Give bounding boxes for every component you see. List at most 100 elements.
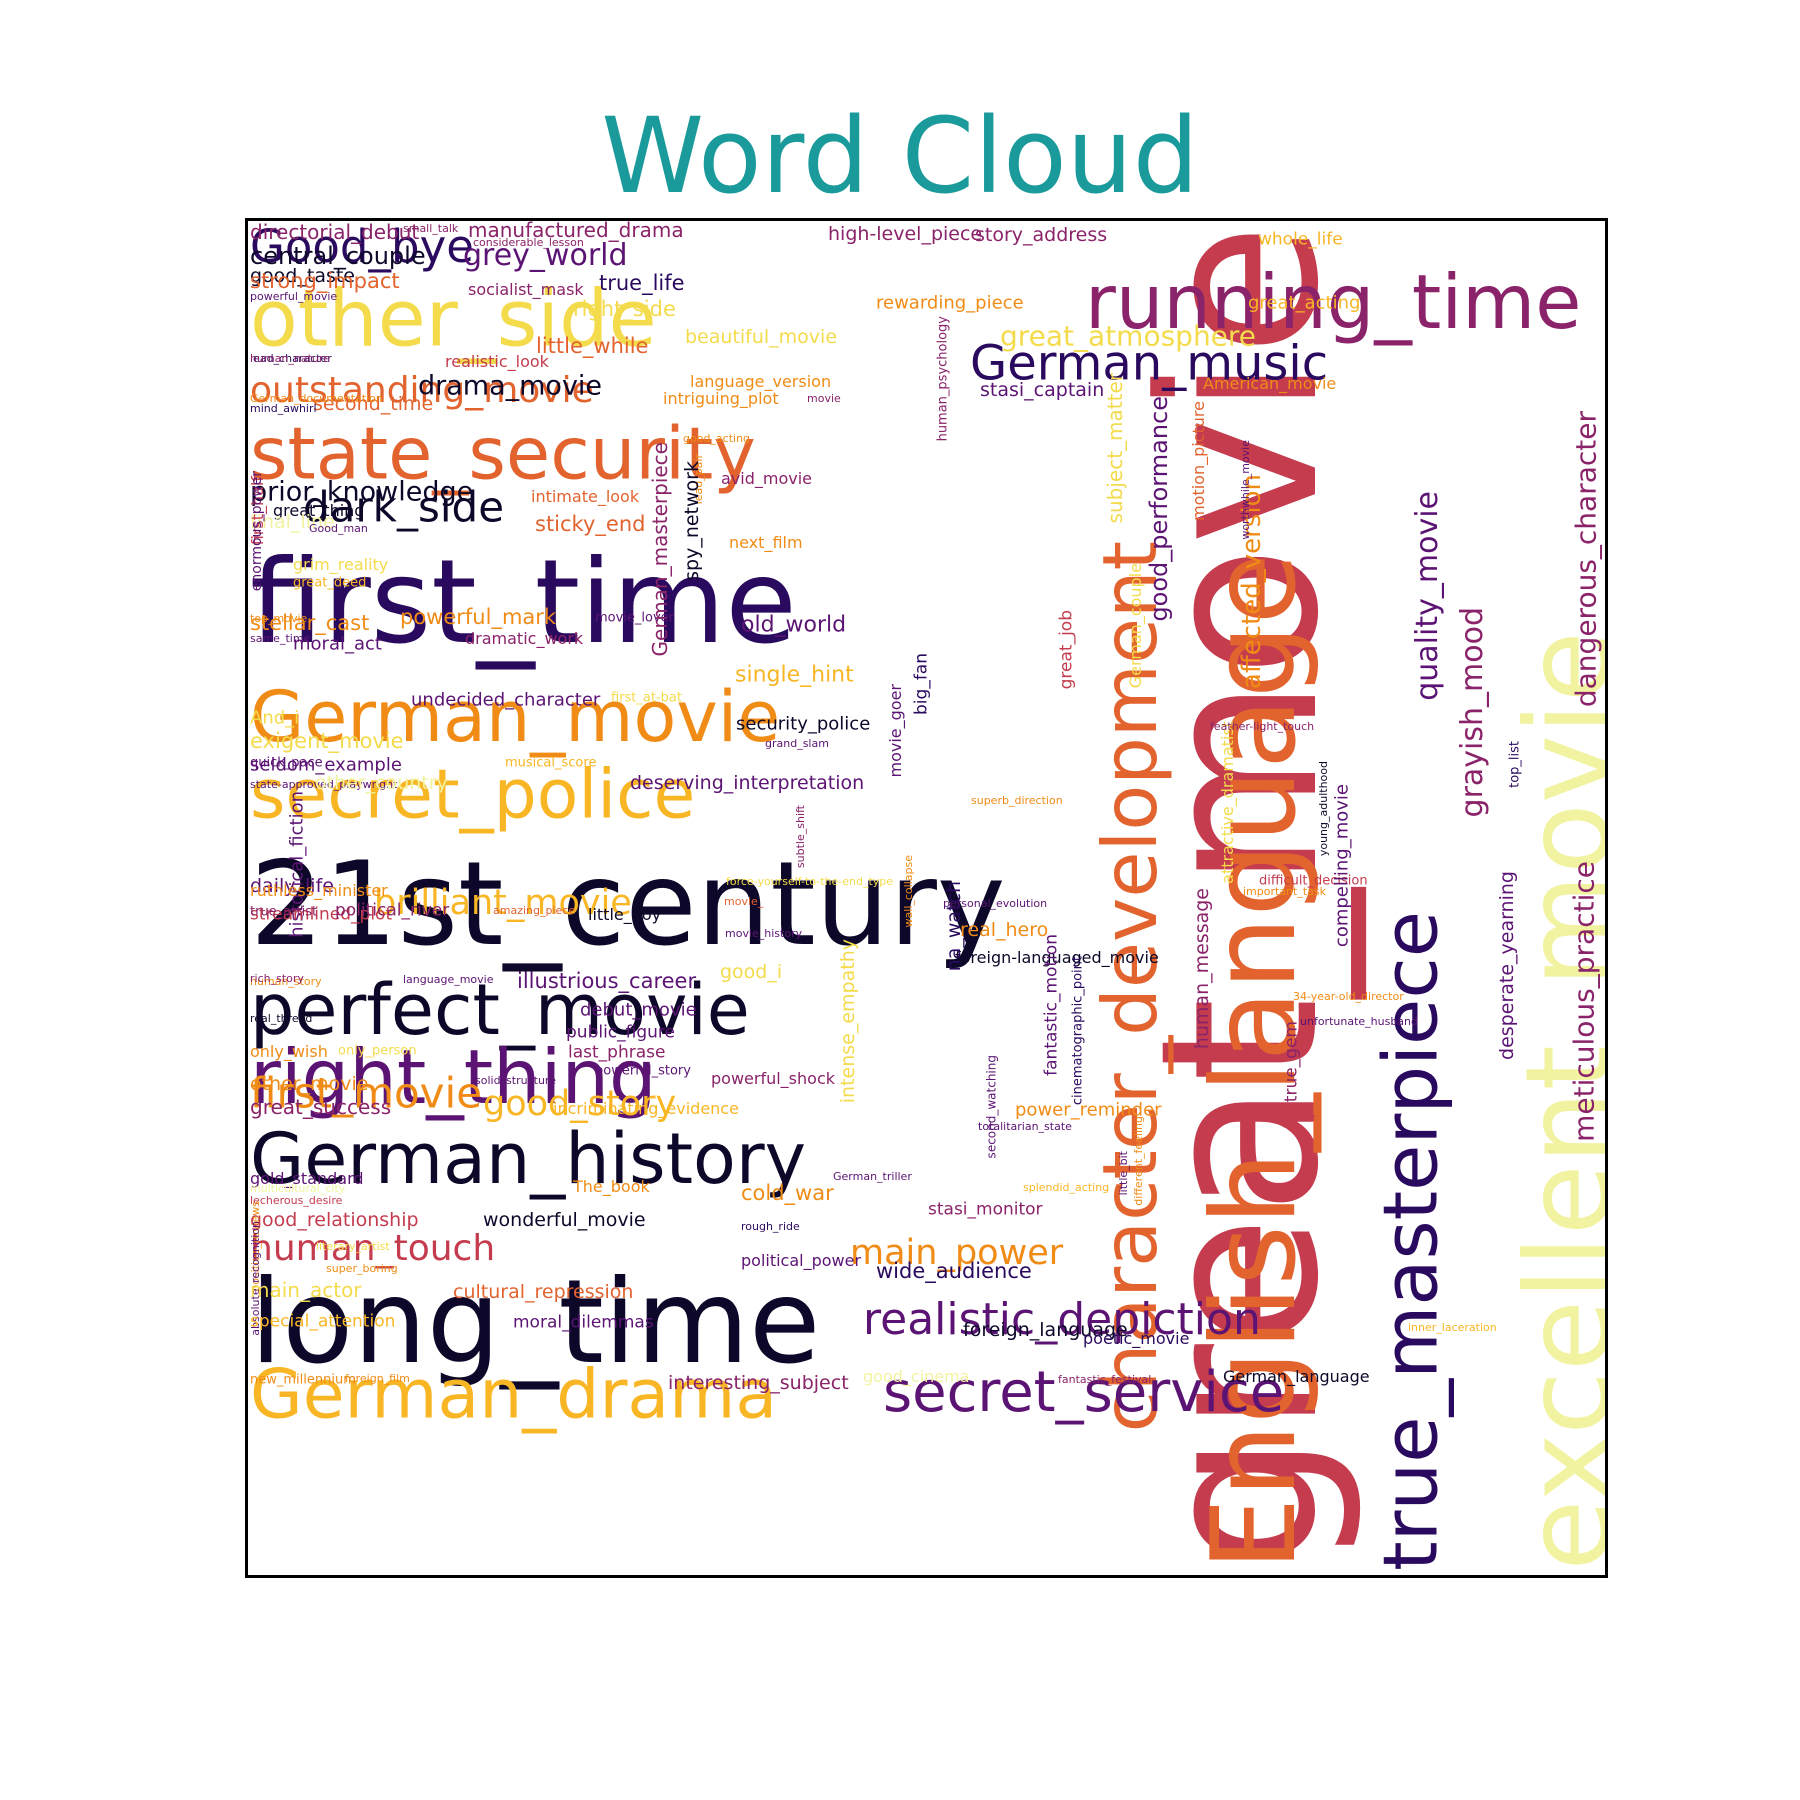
word-great-success: great_success (250, 1095, 391, 1119)
word-incriminating-evidence: incriminating_evidence (553, 1099, 739, 1119)
word-movie: movie_ (724, 895, 764, 908)
word-main-actor: main_actor (250, 1278, 362, 1302)
word-top-movie: top_movie (250, 612, 308, 625)
word-realistic-depiction: realistic_depiction (863, 1294, 1261, 1345)
word-special-attention: special_attention (250, 1312, 395, 1332)
word-exigent-movie: exigent_movie (250, 729, 404, 754)
word-outstanding-movie: outstanding_movie (250, 370, 594, 411)
word-undecided-character: undecided_character (411, 689, 601, 710)
word-other-side: other_side (250, 274, 657, 364)
word-secret-service: secret_service (883, 1360, 1284, 1425)
word-cloud-frame: great_movie excellent_movie English_langua… (245, 218, 1608, 1578)
word-great-atmosphere: great_atmosphere (1000, 319, 1256, 352)
word-great-movie: great_movie (1115, 223, 1367, 1571)
word-next-film: next_film (729, 533, 803, 553)
word-super-boring: super_boring (326, 1262, 398, 1275)
word-avid-movie: avid_movie (721, 469, 812, 489)
word-high-level-piece: high-level_piece (828, 223, 982, 245)
word-power-reminder: power_reminder (1015, 1099, 1162, 1120)
word-quick-pace: quick_pace (250, 755, 323, 770)
word-second-watching: second_watching (985, 1055, 999, 1158)
word-dangerous-character: dangerous_character (1569, 411, 1602, 708)
word-na-watch: na_watch (943, 881, 965, 971)
word-character-development: character_development (1086, 541, 1174, 1432)
word-powerful-movie: powerful_movie (250, 290, 337, 303)
word-grim-reality: grim_reality (293, 555, 388, 575)
word-same-time: same_time (250, 632, 311, 645)
word-rich-story: rich_story (250, 972, 304, 985)
word-story-address: story_address (975, 224, 1107, 246)
word-little-while: little_while (536, 334, 648, 359)
word-movie: movie (807, 392, 841, 405)
word-historical-fiction: historical_fiction (286, 791, 307, 938)
word-interesting-subject: interesting_subject (668, 1372, 849, 1394)
word-other-movie: other_movie (250, 1073, 368, 1095)
word-illustrious-career: illustrious_career (517, 969, 696, 994)
word-other-country: other_country (315, 772, 448, 794)
word-poetic-movie: poetic_movie (1083, 1329, 1189, 1349)
word-great-deed: great_deed (293, 575, 366, 590)
word-good-cinema: good_cinema (863, 1367, 970, 1387)
word-only-wish: only_wish (250, 1042, 328, 1062)
word-new-millennium: new_millennium (250, 1372, 356, 1387)
word-german-music: German_music (970, 335, 1328, 391)
word-splendid-acting: splendid_acting (1023, 1181, 1109, 1194)
word-right-side: right_side (573, 297, 676, 322)
word-real-thread: real_thread (250, 1012, 312, 1025)
word-state-security: state_security (250, 412, 756, 496)
word-stasi-captain: stasi_captain (980, 379, 1104, 401)
word-powerful-mark: powerful_mark (400, 605, 557, 630)
word-human-story: human_story (250, 975, 322, 988)
word-meticulous-practice: meticulous_practice (1567, 861, 1600, 1142)
word-german-movie: German_movie (250, 676, 780, 758)
word-stellar-cast: stellar_cast (250, 611, 369, 636)
word-lead-pair: lead_pair (692, 454, 705, 505)
word-ruthless-minister: ruthless_minister (250, 881, 388, 901)
word-considerable-lesson: considerable_lesson (473, 236, 584, 249)
word-cinematographic-point: cinematographic_point (1070, 956, 1085, 1105)
word-daily-life: daily_life (250, 875, 334, 897)
word-first-time: first_time (250, 535, 797, 670)
word-main-power: main_power (850, 1233, 1064, 1273)
word-good-acting: good_acting (683, 432, 750, 445)
word-enormous-power: enormous_power (249, 471, 265, 591)
word-34-year-old-director: 34-year-old_director (1293, 990, 1404, 1003)
word-prior-knowledge: prior_knowledge (250, 477, 473, 508)
word-stasi-monitor: stasi_monitor (928, 1200, 1043, 1220)
word-lecherous-desire: lecherous_desire (250, 1194, 343, 1207)
word-superb-direction: superb_direction (971, 794, 1063, 807)
word-moral-act: moral_act (293, 633, 382, 654)
word-first-half: first_half (248, 476, 268, 546)
word-good-taste: good_taste (250, 265, 355, 287)
word-the-book: The_book (572, 1177, 650, 1197)
word-good-relationship: good_relationship (250, 1209, 419, 1231)
word-security-police: security_police (736, 713, 870, 734)
word-language-movie: language_movie (403, 973, 494, 986)
word-first-at-bat: first_at-bat (611, 690, 682, 705)
word-rewarding-piece: rewarding_piece (876, 292, 1024, 313)
word-positive-reviews: positive_reviews (249, 1201, 262, 1292)
word-foreign-languaged-movie: foreign-languaged_movie (955, 948, 1159, 968)
word-mind-awhirl: mind_awhirl (250, 402, 317, 415)
word-perfect-movie: perfect_movie (250, 969, 750, 1051)
word-public-figure: public_figure (566, 1023, 675, 1043)
word-fantastic-festival: fantastic_festival (1058, 1373, 1151, 1386)
word-gold-standard: gold_standard (250, 1169, 364, 1189)
word-foreign-language: foreign_language (963, 1319, 1128, 1341)
word-seldom-example: seldom_example (250, 754, 402, 775)
word-important-theme: important_theme (1220, 1110, 1316, 1123)
word-dramatic-work: dramatic_work (465, 629, 584, 649)
word-great-acting: great_acting (1248, 292, 1360, 313)
word-moral-dilemmas: moral_dilemmas (513, 1313, 654, 1333)
word-old-world: old_world (741, 613, 846, 638)
word-manufactured-drama: manufactured_drama (468, 221, 684, 242)
word-german-drama: German_drama (250, 1355, 777, 1434)
word-final-line: final_line (250, 511, 335, 533)
word-german-couple: German_couple (1126, 563, 1146, 688)
word-true-masterpiece: true_masterpiece (1367, 911, 1455, 1571)
word-socialist-mask: socialist_mask (468, 280, 584, 300)
word-political-power: political_power (741, 1251, 861, 1271)
word-subtle-shift: subtle_shift (794, 804, 807, 868)
word-intense-empathy: intense_empathy (837, 939, 859, 1103)
word-german-history: German_history (250, 1118, 806, 1200)
